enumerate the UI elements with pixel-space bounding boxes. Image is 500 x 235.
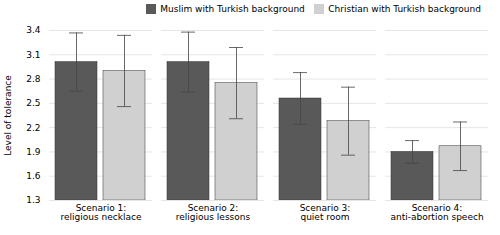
- svg-text:Scenario 4:anti-abortion speec: Scenario 4:anti-abortion speech: [390, 203, 483, 222]
- svg-text:3.4: 3.4: [26, 25, 41, 35]
- svg-text:3.1: 3.1: [26, 50, 40, 60]
- svg-text:1.6: 1.6: [26, 171, 41, 181]
- html-text:Muslim with Turkish background: Muslim with Turkish background: [160, 3, 305, 14]
- svg-text:Scenario 1:religious necklace: Scenario 1:religious necklace: [61, 203, 142, 222]
- svg-text:2.8: 2.8: [26, 74, 41, 84]
- svg-text:2.5: 2.5: [26, 98, 40, 108]
- svg-text:1.9: 1.9: [26, 147, 41, 157]
- svg-text:Scenario 2:religious lessons: Scenario 2:religious lessons: [176, 203, 251, 222]
- svg-text:Level of tolerance: Level of tolerance: [3, 75, 13, 156]
- svg-text:2.2: 2.2: [26, 123, 40, 133]
- html-text:Christian with Turkish backgro: Christian with Turkish background: [328, 3, 481, 14]
- svg-text:Scenario 3:quiet room: Scenario 3:quiet room: [300, 203, 351, 222]
- svg-text:1.3: 1.3: [26, 195, 40, 205]
